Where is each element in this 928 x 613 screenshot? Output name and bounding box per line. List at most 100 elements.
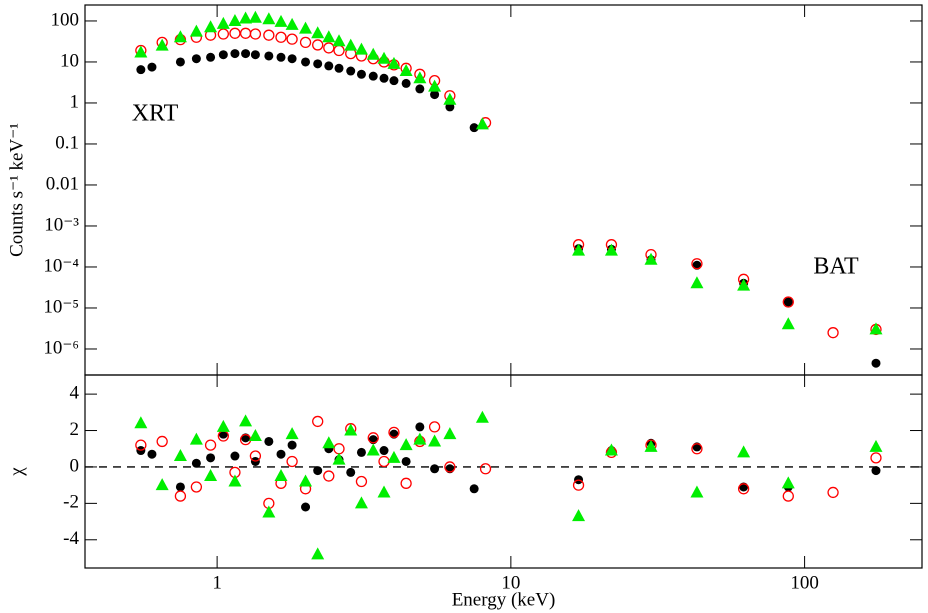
data-point <box>443 427 457 440</box>
x-axis-label: Energy (keV) <box>452 589 556 610</box>
data-point <box>155 478 169 491</box>
x-tick-label: 10 <box>501 572 520 593</box>
data-point <box>248 428 262 441</box>
data-point <box>313 466 323 476</box>
data-point <box>387 56 401 69</box>
data-point <box>333 44 345 57</box>
data-point <box>737 483 750 495</box>
data-point <box>690 276 704 289</box>
data-point <box>264 436 274 446</box>
data-point <box>691 258 703 270</box>
y-tick-label: 10⁻⁴ <box>43 255 79 276</box>
data-point <box>275 31 287 43</box>
data-point <box>204 469 218 482</box>
y-tick-label: 10 <box>60 50 79 71</box>
data-point <box>782 490 794 502</box>
data-point <box>322 436 336 449</box>
data-point <box>262 12 276 25</box>
data-point <box>333 443 345 455</box>
data-point <box>378 455 390 468</box>
data-point <box>644 252 658 265</box>
data-point <box>189 432 203 445</box>
data-point <box>366 47 380 60</box>
data-point <box>415 422 425 432</box>
y-axis-label: Counts s⁻¹ keV⁻¹ <box>6 123 27 257</box>
data-point <box>323 470 335 482</box>
data-point <box>401 456 411 466</box>
data-point <box>428 434 442 447</box>
data-point <box>276 52 286 62</box>
data-point <box>379 446 389 456</box>
data-point <box>228 13 242 26</box>
data-point <box>475 117 489 130</box>
data-point <box>379 73 389 83</box>
data-point <box>572 479 585 491</box>
data-point <box>377 485 391 498</box>
data-point <box>399 438 413 451</box>
data-point <box>415 84 425 94</box>
data-point <box>229 27 241 39</box>
data-point <box>322 30 336 43</box>
data-point <box>356 69 366 79</box>
data-point <box>690 485 704 498</box>
data-point <box>781 476 795 489</box>
data-point <box>216 419 230 432</box>
data-point <box>175 57 185 67</box>
data-point <box>147 62 157 72</box>
data-point <box>346 467 356 477</box>
data-point <box>218 50 228 60</box>
data-point <box>285 427 299 440</box>
data-point <box>274 14 288 27</box>
data-point <box>388 426 400 439</box>
data-point <box>206 52 216 62</box>
y-tick-label: 2 <box>70 419 80 440</box>
data-point <box>191 458 201 468</box>
data-point <box>368 71 378 81</box>
data-point <box>334 63 344 73</box>
y-tick-label: 0.01 <box>46 173 79 194</box>
data-point <box>367 432 379 444</box>
data-point <box>377 51 391 64</box>
data-point <box>250 50 260 60</box>
data-point <box>189 24 203 37</box>
y-tick-label: 10⁻⁵ <box>43 296 79 317</box>
data-point <box>737 278 751 291</box>
data-point <box>155 38 169 51</box>
data-point <box>782 296 794 308</box>
data-point <box>355 475 368 488</box>
data-point <box>174 490 187 502</box>
data-point <box>135 439 147 451</box>
data-point <box>387 450 401 463</box>
data-point <box>276 449 286 459</box>
data-point <box>191 54 201 64</box>
data-point <box>400 477 412 489</box>
data-point <box>248 10 262 23</box>
data-point <box>443 92 457 105</box>
data-point <box>217 28 229 40</box>
data-point <box>344 423 358 436</box>
data-point <box>871 358 881 368</box>
data-point <box>401 78 411 88</box>
data-point <box>572 509 586 522</box>
data-point <box>428 79 442 92</box>
data-point <box>469 484 479 494</box>
y-tick-label: -4 <box>63 528 79 549</box>
data-point <box>444 461 456 473</box>
data-point <box>190 481 203 493</box>
data-point <box>173 449 187 462</box>
data-point <box>346 66 356 76</box>
y-axis-label: χ <box>6 467 27 477</box>
data-point <box>241 49 251 59</box>
data-point <box>299 21 313 34</box>
data-point <box>827 327 839 339</box>
x-tick-label: 100 <box>790 572 819 593</box>
data-point <box>413 71 427 84</box>
data-point <box>299 36 312 49</box>
data-point <box>354 496 368 509</box>
data-point <box>249 450 262 462</box>
data-point <box>299 474 313 487</box>
data-point <box>312 415 324 428</box>
data-point <box>332 34 346 47</box>
data-point <box>230 49 240 59</box>
